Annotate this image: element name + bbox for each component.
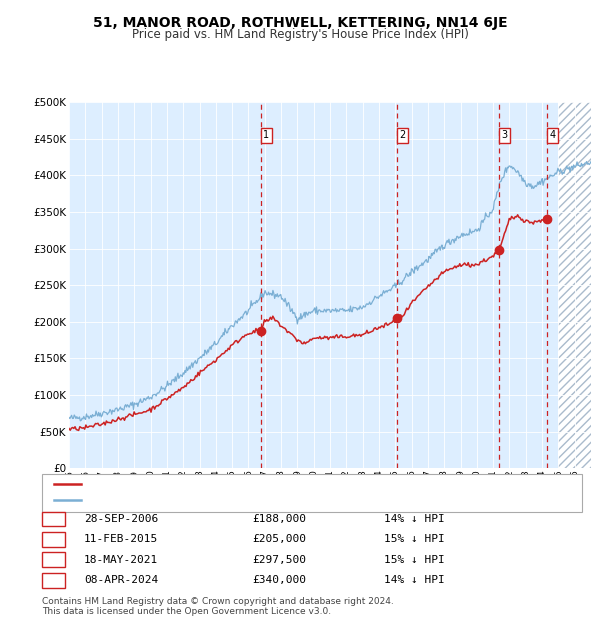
Text: 2: 2 — [400, 130, 406, 140]
Text: 1: 1 — [50, 514, 57, 524]
Text: 28-SEP-2006: 28-SEP-2006 — [84, 514, 158, 524]
Text: 51, MANOR ROAD, ROTHWELL, KETTERING, NN14 6JE (detached house): 51, MANOR ROAD, ROTHWELL, KETTERING, NN1… — [87, 479, 443, 489]
Text: 08-APR-2024: 08-APR-2024 — [84, 575, 158, 585]
Text: This data is licensed under the Open Government Licence v3.0.: This data is licensed under the Open Gov… — [42, 607, 331, 616]
Text: Price paid vs. HM Land Registry's House Price Index (HPI): Price paid vs. HM Land Registry's House … — [131, 28, 469, 41]
Text: 14% ↓ HPI: 14% ↓ HPI — [384, 514, 445, 524]
Text: 15% ↓ HPI: 15% ↓ HPI — [384, 534, 445, 544]
Text: 4: 4 — [549, 130, 555, 140]
Text: 14% ↓ HPI: 14% ↓ HPI — [384, 575, 445, 585]
Text: £297,500: £297,500 — [252, 555, 306, 565]
Text: HPI: Average price, detached house, North Northamptonshire: HPI: Average price, detached house, Nort… — [87, 495, 393, 505]
Text: 4: 4 — [50, 575, 57, 585]
Text: 3: 3 — [50, 555, 57, 565]
Text: 51, MANOR ROAD, ROTHWELL, KETTERING, NN14 6JE: 51, MANOR ROAD, ROTHWELL, KETTERING, NN1… — [92, 16, 508, 30]
Text: £340,000: £340,000 — [252, 575, 306, 585]
Text: 3: 3 — [502, 130, 508, 140]
Text: 2: 2 — [50, 534, 57, 544]
Text: 1: 1 — [263, 130, 269, 140]
Bar — [559, 102, 591, 468]
Text: £188,000: £188,000 — [252, 514, 306, 524]
Text: 11-FEB-2015: 11-FEB-2015 — [84, 534, 158, 544]
Text: Contains HM Land Registry data © Crown copyright and database right 2024.: Contains HM Land Registry data © Crown c… — [42, 597, 394, 606]
Text: 15% ↓ HPI: 15% ↓ HPI — [384, 555, 445, 565]
Text: 18-MAY-2021: 18-MAY-2021 — [84, 555, 158, 565]
Text: £205,000: £205,000 — [252, 534, 306, 544]
